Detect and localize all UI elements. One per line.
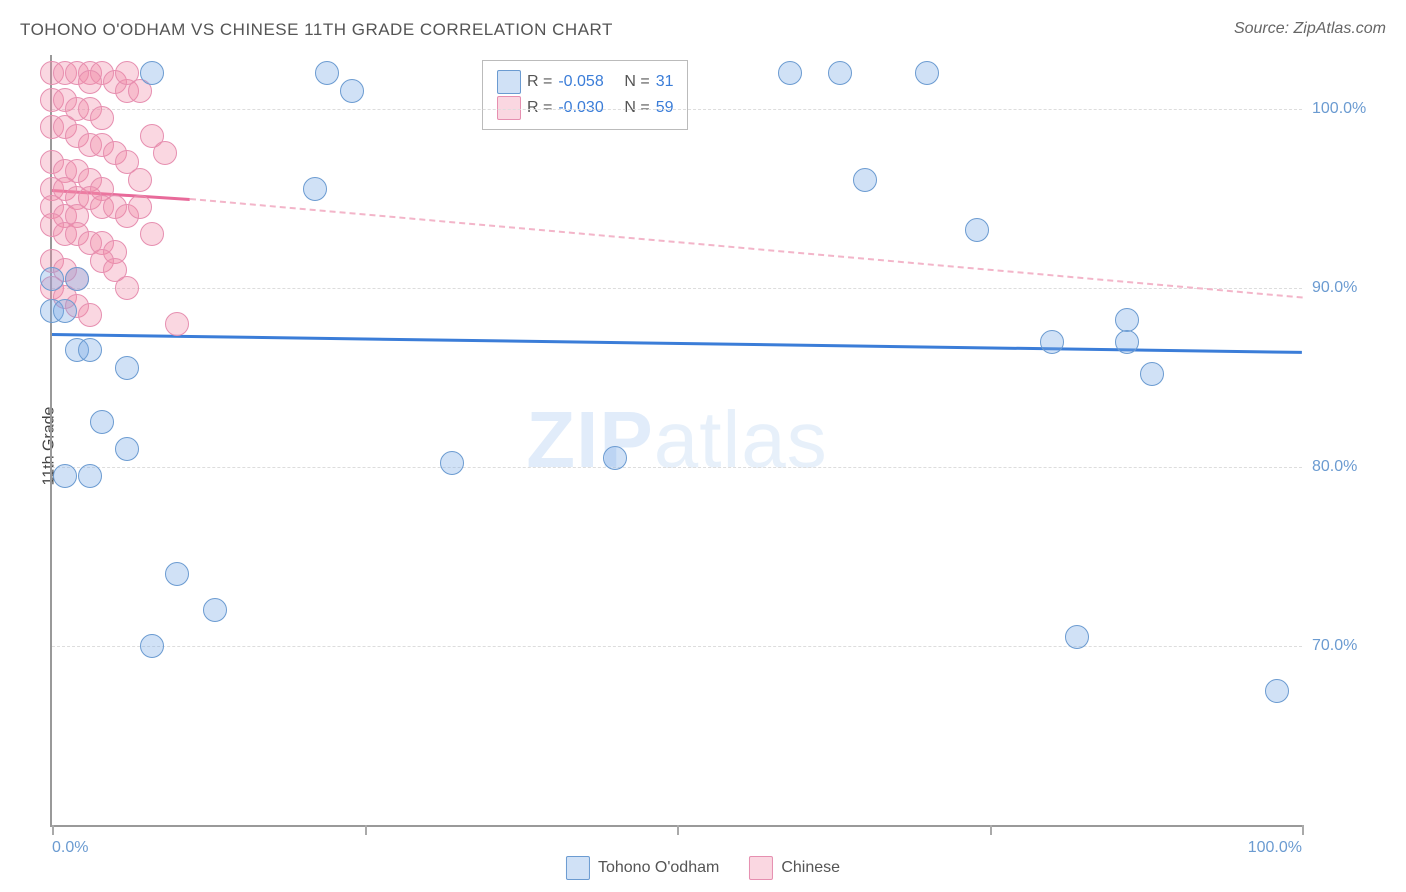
data-point [853,168,877,192]
data-point [40,267,64,291]
data-point [153,141,177,165]
data-point [778,61,802,85]
source-attribution: Source: ZipAtlas.com [1234,20,1386,38]
data-point [1115,330,1139,354]
n-value-0: 31 [656,69,674,95]
plot-area: ZIPatlas R = -0.058 N = 31 R = -0.030 N … [50,55,1302,827]
gridline [52,646,1302,647]
data-point [128,168,152,192]
n-label-0: N = [624,69,649,95]
x-tick [990,825,992,835]
data-point [1115,308,1139,332]
data-point [53,299,77,323]
data-point [140,222,164,246]
data-point [140,61,164,85]
watermark: ZIPatlas [526,394,827,486]
trend-line [189,198,1302,298]
data-point [1040,330,1064,354]
watermark-rest: atlas [654,395,828,484]
chart-container: TOHONO O'ODHAM VS CHINESE 11TH GRADE COR… [0,0,1406,892]
data-point [1065,625,1089,649]
gridline [52,467,1302,468]
data-point [165,312,189,336]
x-tick-label-left: 0.0% [52,839,88,857]
x-tick [677,825,679,835]
series-legend-item-1: Chinese [749,856,840,880]
data-point [440,451,464,475]
stats-legend: R = -0.058 N = 31 R = -0.030 N = 59 [482,60,688,130]
watermark-bold: ZIP [526,395,653,484]
data-point [53,464,77,488]
data-point [165,562,189,586]
x-tick [52,825,54,835]
data-point [65,267,89,291]
data-point [1140,362,1164,386]
data-point [78,464,102,488]
data-point [78,70,102,94]
y-tick-label: 70.0% [1312,637,1372,655]
r-value-0: -0.058 [558,69,618,95]
x-tick [1302,825,1304,835]
chart-title: TOHONO O'ODHAM VS CHINESE 11TH GRADE COR… [20,20,613,40]
data-point [1265,679,1289,703]
data-point [340,79,364,103]
data-point [115,276,139,300]
data-point [315,61,339,85]
data-point [115,356,139,380]
data-point [115,437,139,461]
swatch-blue-icon [497,70,521,94]
data-point [90,410,114,434]
data-point [303,177,327,201]
series-b-label: Chinese [781,859,840,877]
swatch-blue-icon [566,856,590,880]
series-legend: Tohono O'odham Chinese [566,856,840,880]
data-point [915,61,939,85]
data-point [90,106,114,130]
x-tick-label-right: 100.0% [1248,839,1302,857]
data-point [828,61,852,85]
data-point [203,598,227,622]
data-point [128,195,152,219]
swatch-pink-icon [749,856,773,880]
series-legend-item-0: Tohono O'odham [566,856,719,880]
x-tick [365,825,367,835]
y-tick-label: 80.0% [1312,458,1372,476]
r-label-0: R = [527,69,552,95]
data-point [603,446,627,470]
data-point [78,338,102,362]
y-tick-label: 90.0% [1312,279,1372,297]
gridline [52,109,1302,110]
data-point [140,634,164,658]
y-tick-label: 100.0% [1312,100,1372,118]
stats-legend-row-0: R = -0.058 N = 31 [497,69,673,95]
series-a-label: Tohono O'odham [598,859,719,877]
gridline [52,288,1302,289]
data-point [78,303,102,327]
data-point [965,218,989,242]
